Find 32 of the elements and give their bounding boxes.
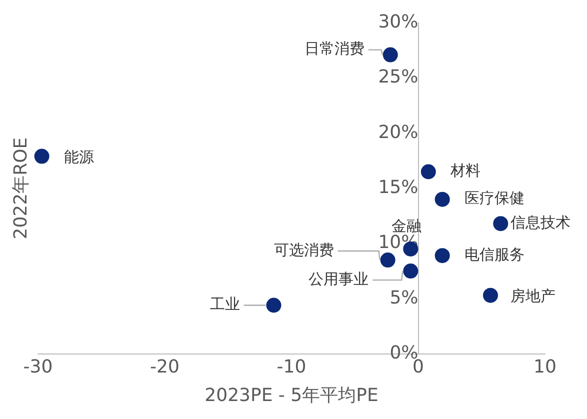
point bbox=[434, 192, 450, 207]
annotation: 能源 bbox=[64, 148, 94, 166]
point bbox=[493, 216, 508, 232]
annotation: 医疗保健 bbox=[464, 189, 524, 208]
annotation: 日常消费 bbox=[304, 40, 364, 58]
y-tick-label: 5% bbox=[390, 287, 418, 308]
y-tick-label: 20% bbox=[378, 122, 418, 143]
x-tick-label: -20 bbox=[150, 356, 180, 378]
annotation: 材料 bbox=[449, 162, 480, 180]
annotation: 房地产 bbox=[510, 287, 556, 306]
point bbox=[34, 148, 50, 164]
point bbox=[434, 248, 450, 264]
point bbox=[483, 288, 498, 303]
annotation: 工业 bbox=[210, 295, 240, 314]
x-tick-label: 10 bbox=[534, 356, 556, 378]
annotation: 可选消费 bbox=[274, 240, 334, 259]
y-tick-label: 30% bbox=[378, 11, 418, 32]
annotation: 电信服务 bbox=[464, 245, 524, 264]
x-axis-title: 2023PE - 5年平均PE bbox=[204, 384, 378, 406]
point bbox=[403, 264, 418, 279]
y-axis-title: 2022年ROE bbox=[10, 137, 32, 240]
annotation: 公用事业 bbox=[308, 270, 369, 288]
x-tick-label: -10 bbox=[276, 356, 306, 378]
point bbox=[382, 47, 398, 62]
point bbox=[266, 298, 282, 313]
annotation: 金融 bbox=[392, 216, 422, 235]
point bbox=[380, 252, 396, 268]
y-tick-label: 15% bbox=[378, 176, 418, 198]
x-tick-label: -30 bbox=[23, 356, 53, 378]
point bbox=[420, 164, 436, 180]
annotation: 信息技术 bbox=[510, 213, 571, 232]
y-tick-label: 25% bbox=[378, 66, 418, 88]
